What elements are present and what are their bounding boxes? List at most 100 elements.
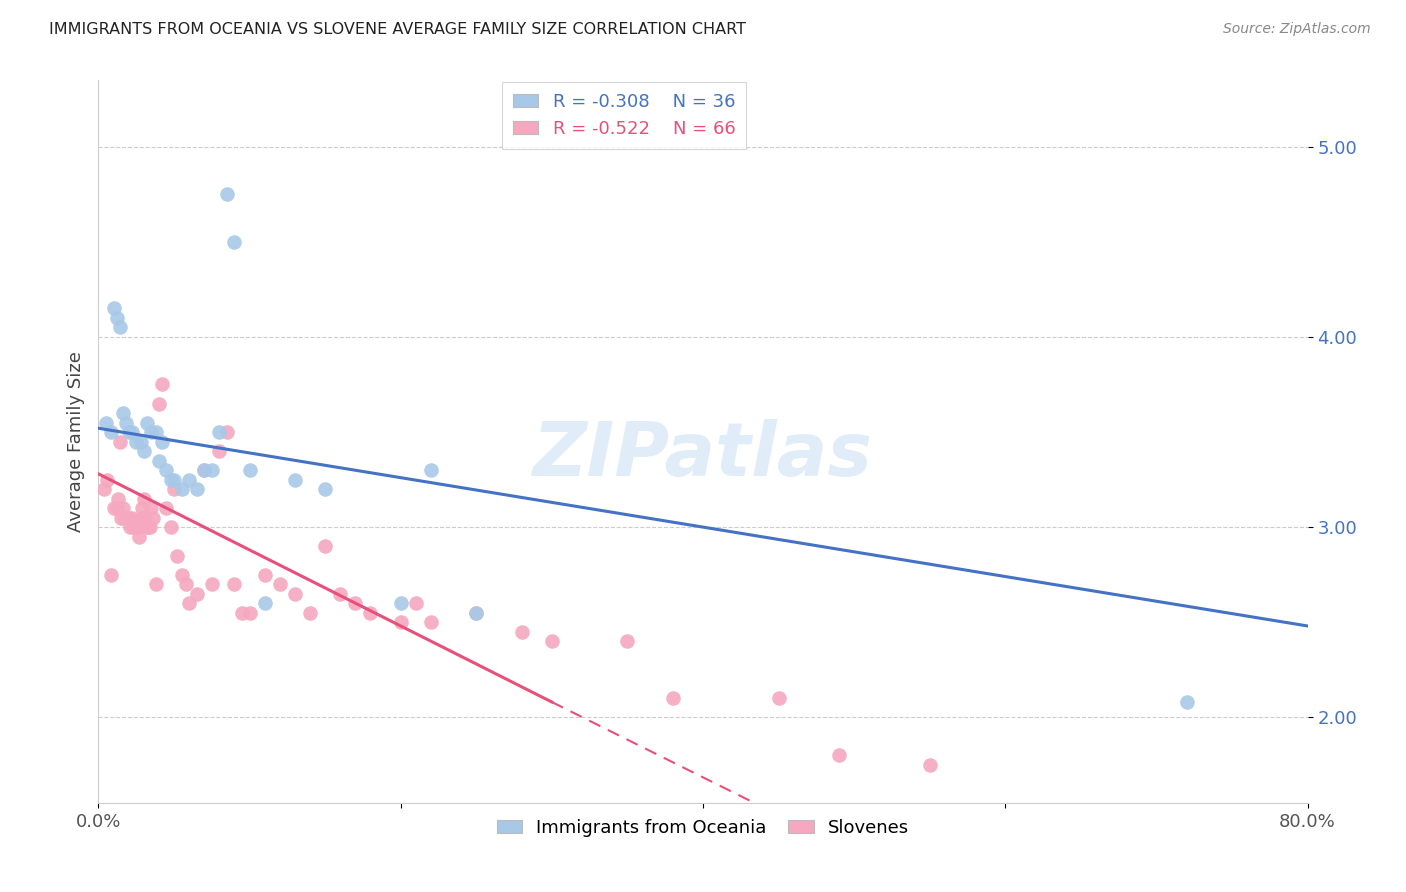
- Point: [828, 748, 851, 763]
- Point: [510, 624, 533, 639]
- Point: [132, 444, 155, 458]
- Point: [1175, 695, 1198, 709]
- Point: [186, 482, 208, 496]
- Point: [108, 320, 131, 334]
- Y-axis label: Average Family Size: Average Family Size: [66, 351, 84, 532]
- Legend: Immigrants from Oceania, Slovenes: Immigrants from Oceania, Slovenes: [489, 812, 917, 845]
- Point: [150, 377, 173, 392]
- Point: [129, 510, 152, 524]
- Point: [114, 416, 136, 430]
- Point: [163, 482, 186, 496]
- Point: [193, 463, 215, 477]
- Point: [215, 187, 238, 202]
- Text: ZIPatlas: ZIPatlas: [533, 419, 873, 492]
- Point: [231, 606, 253, 620]
- Text: Source: ZipAtlas.com: Source: ZipAtlas.com: [1223, 22, 1371, 37]
- Point: [103, 301, 125, 316]
- Point: [112, 510, 135, 524]
- Point: [166, 549, 188, 563]
- Point: [179, 473, 201, 487]
- Point: [120, 520, 142, 534]
- Point: [420, 463, 443, 477]
- Point: [284, 473, 307, 487]
- Point: [135, 520, 157, 534]
- Point: [118, 510, 141, 524]
- Point: [94, 416, 117, 430]
- Point: [105, 501, 128, 516]
- Point: [125, 520, 148, 534]
- Point: [125, 434, 148, 449]
- Point: [121, 425, 143, 439]
- Point: [360, 606, 382, 620]
- Point: [179, 596, 201, 610]
- Point: [118, 425, 141, 439]
- Point: [314, 539, 336, 553]
- Point: [136, 520, 159, 534]
- Point: [128, 530, 150, 544]
- Point: [174, 577, 197, 591]
- Point: [155, 501, 177, 516]
- Point: [616, 634, 638, 648]
- Point: [134, 510, 156, 524]
- Point: [105, 310, 128, 325]
- Point: [215, 425, 238, 439]
- Point: [100, 567, 122, 582]
- Point: [170, 567, 193, 582]
- Point: [121, 510, 143, 524]
- Point: [465, 606, 488, 620]
- Point: [103, 501, 125, 516]
- Point: [420, 615, 443, 630]
- Point: [139, 520, 162, 534]
- Point: [253, 596, 276, 610]
- Point: [142, 510, 165, 524]
- Point: [96, 473, 118, 487]
- Point: [465, 606, 488, 620]
- Point: [299, 606, 322, 620]
- Point: [284, 587, 307, 601]
- Point: [661, 691, 683, 706]
- Point: [224, 235, 246, 249]
- Point: [148, 396, 170, 410]
- Point: [114, 510, 136, 524]
- Point: [132, 491, 155, 506]
- Point: [145, 425, 167, 439]
- Point: [253, 567, 276, 582]
- Point: [540, 634, 562, 648]
- Point: [100, 425, 122, 439]
- Point: [405, 596, 427, 610]
- Point: [160, 473, 183, 487]
- Point: [110, 510, 132, 524]
- Point: [768, 691, 790, 706]
- Point: [329, 587, 352, 601]
- Point: [208, 444, 231, 458]
- Point: [389, 596, 412, 610]
- Point: [239, 606, 262, 620]
- Point: [186, 587, 208, 601]
- Point: [93, 482, 115, 496]
- Point: [107, 491, 129, 506]
- Point: [124, 520, 146, 534]
- Point: [148, 453, 170, 467]
- Point: [155, 463, 177, 477]
- Point: [201, 463, 224, 477]
- Point: [129, 434, 152, 449]
- Point: [170, 482, 193, 496]
- Point: [141, 501, 163, 516]
- Point: [108, 434, 131, 449]
- Point: [135, 416, 157, 430]
- Point: [115, 510, 138, 524]
- Point: [208, 425, 231, 439]
- Point: [389, 615, 412, 630]
- Point: [111, 406, 134, 420]
- Point: [269, 577, 291, 591]
- Point: [150, 434, 173, 449]
- Point: [131, 501, 153, 516]
- Point: [918, 757, 941, 772]
- Point: [239, 463, 262, 477]
- Point: [145, 577, 167, 591]
- Point: [201, 577, 224, 591]
- Point: [127, 520, 149, 534]
- Point: [141, 425, 163, 439]
- Point: [193, 463, 215, 477]
- Point: [224, 577, 246, 591]
